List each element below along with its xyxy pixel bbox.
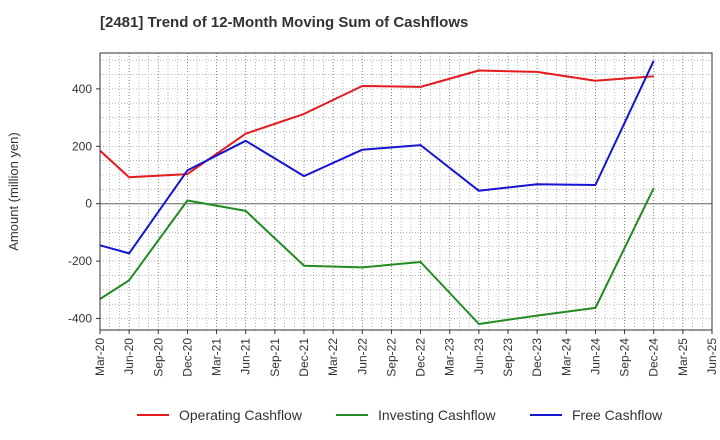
x-tick-label: Mar-21 bbox=[210, 338, 224, 376]
series-group bbox=[99, 60, 655, 325]
x-tick-label: Sep-24 bbox=[618, 338, 632, 377]
grid bbox=[99, 53, 713, 330]
series-line bbox=[99, 187, 655, 325]
legend-label: Operating Cashflow bbox=[179, 407, 303, 423]
x-tick-label: Mar-20 bbox=[93, 338, 107, 376]
x-tick-label: Mar-22 bbox=[326, 338, 340, 376]
x-tick-label: Jun-22 bbox=[355, 338, 369, 375]
y-tick-label: 0 bbox=[85, 197, 92, 211]
x-tick-label: Mar-23 bbox=[443, 338, 457, 376]
x-axis: Mar-20 Jun-20 Sep-20 Dec-20 Mar-21 Jun-21 Sep-… bbox=[93, 330, 719, 377]
legend: Operating Cashflow Investing Cashflow Free… bbox=[137, 407, 663, 423]
y-tick-label: 400 bbox=[72, 82, 92, 96]
plot-frame bbox=[99, 52, 713, 331]
y-axis: -400 -200 0 200 400 bbox=[68, 82, 100, 326]
chart-title: [2481] Trend of 12-Month Moving Sum of C… bbox=[100, 14, 469, 31]
x-tick-label: Jun-25 bbox=[705, 338, 719, 375]
x-tick-label: Jun-21 bbox=[239, 338, 253, 375]
x-tick-label: Jun-24 bbox=[588, 338, 602, 375]
x-tick-label: Dec-24 bbox=[647, 338, 661, 377]
x-tick-label: Sep-23 bbox=[501, 338, 515, 377]
legend-label: Investing Cashflow bbox=[378, 407, 496, 423]
y-tick-label: 200 bbox=[72, 139, 92, 153]
x-tick-label: Dec-23 bbox=[530, 338, 544, 377]
x-tick-label: Dec-20 bbox=[180, 338, 194, 377]
x-tick-label: Dec-21 bbox=[297, 338, 311, 377]
x-tick-label: Dec-22 bbox=[414, 338, 428, 377]
x-tick-label: Sep-22 bbox=[384, 338, 398, 377]
series-line bbox=[99, 60, 655, 255]
series-line bbox=[99, 69, 654, 179]
plot-border bbox=[99, 52, 713, 331]
x-tick-label: Jun-23 bbox=[472, 338, 486, 375]
x-tick-label: Sep-20 bbox=[151, 338, 165, 377]
y-axis-label: Amount (million yen) bbox=[6, 132, 21, 251]
legend-label: Free Cashflow bbox=[572, 407, 663, 423]
x-tick-label: Jun-20 bbox=[122, 338, 136, 375]
x-tick-label: Sep-21 bbox=[268, 338, 282, 377]
y-tick-label: -400 bbox=[68, 312, 92, 326]
y-tick-label: -200 bbox=[68, 254, 92, 268]
x-tick-label: Mar-24 bbox=[559, 338, 573, 376]
x-tick-label: Mar-25 bbox=[676, 338, 690, 376]
